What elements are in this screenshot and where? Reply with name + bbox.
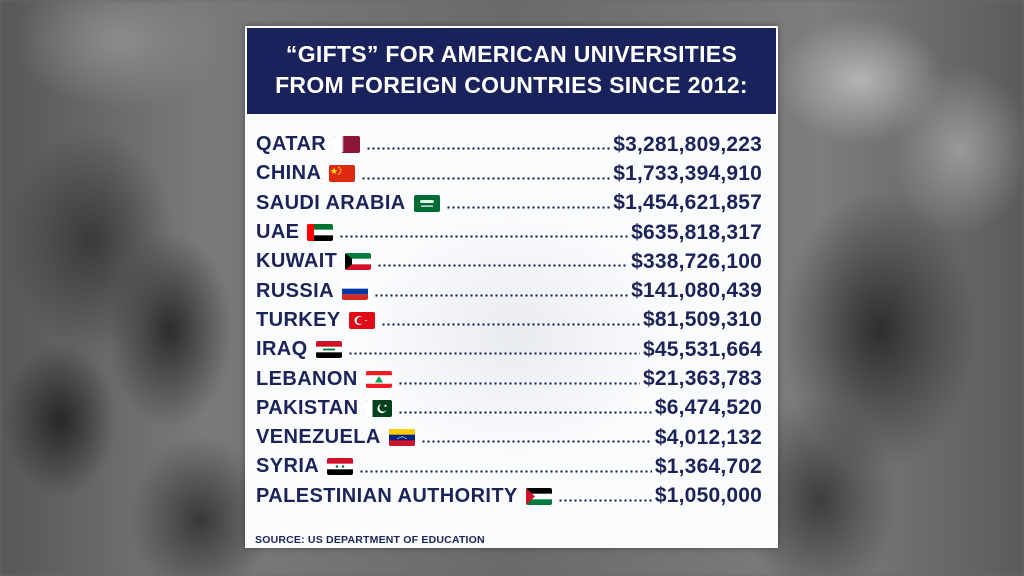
title-line-1: “GIFTS” FOR AMERICAN UNIVERSITIES: [285, 41, 738, 67]
country-name: RUSSIA: [256, 279, 334, 302]
gift-amount: $81,509,310: [643, 308, 762, 332]
gift-amount: $45,531,664: [643, 337, 762, 361]
dot-leader: [366, 147, 611, 151]
dot-leader: [339, 235, 629, 239]
table-row: UAE $635,818,317: [256, 218, 762, 247]
dot-leader: [359, 469, 652, 473]
country-name: CHINA: [256, 162, 322, 185]
gift-amount: $1,364,702: [654, 454, 762, 478]
dot-leader: [373, 293, 629, 297]
title-banner: “GIFTS” FOR AMERICAN UNIVERSITIES FROM F…: [247, 28, 776, 114]
table-row: QATAR $3,281,809,223: [256, 130, 762, 159]
dot-leader: [347, 352, 641, 356]
gift-amount: $338,726,100: [631, 249, 762, 273]
gift-amount: $4,012,132: [654, 425, 762, 449]
title-line-2: FROM FOREIGN COUNTRIES SINCE 2012:: [275, 72, 748, 98]
table-row: SYRIA $1,364,702: [256, 452, 762, 481]
qatar-flag-icon: [334, 136, 361, 154]
turkey-flag-icon: [348, 311, 375, 329]
country-name: SYRIA: [256, 455, 320, 478]
infographic-card: “GIFTS” FOR AMERICAN UNIVERSITIES FROM F…: [245, 26, 778, 548]
country-name: LEBANON: [256, 367, 358, 390]
country-name: SAUDI ARABIA: [256, 191, 406, 214]
table-row: RUSSIA $141,080,439: [256, 276, 762, 305]
country-name: TURKEY: [256, 308, 341, 331]
country-name: UAE: [256, 221, 300, 244]
table-row: LEBANON $21,363,783: [256, 364, 762, 393]
gifts-table: QATAR $3,281,809,223 CHINA $1,733,394,910 SA…: [256, 130, 762, 511]
dot-leader: [557, 498, 652, 502]
table-row: SAUDI ARABIA $1,454,621,857: [256, 189, 762, 218]
table-row: PAKISTAN $6,474,520: [256, 394, 762, 423]
china-flag-icon: [329, 165, 356, 183]
dot-leader: [398, 410, 652, 414]
table-row: KUWAIT $338,726,100: [256, 247, 762, 276]
syria-flag-icon: [327, 458, 354, 476]
pakistan-flag-icon: [366, 399, 393, 417]
gift-amount: $141,080,439: [631, 279, 762, 303]
table-row: TURKEY $81,509,310: [256, 306, 762, 335]
gift-amount: $1,050,000: [654, 484, 762, 508]
russia-flag-icon: [341, 282, 368, 300]
dot-leader: [380, 323, 641, 327]
kuwait-flag-icon: [345, 253, 372, 271]
country-name: PAKISTAN: [256, 396, 359, 419]
dot-leader: [445, 205, 611, 209]
table-row: IRAQ $45,531,664: [256, 335, 762, 364]
dot-leader: [420, 440, 652, 444]
dot-leader: [377, 264, 629, 268]
gift-amount: $635,818,317: [631, 220, 762, 244]
uae-flag-icon: [307, 224, 334, 242]
venezuela-flag-icon: [388, 429, 415, 447]
table-row: VENEZUELA $4,012,132: [256, 423, 762, 452]
country-name: QATAR: [256, 133, 327, 156]
dot-leader: [397, 381, 641, 385]
source-note: SOURCE: US DEPARTMENT OF EDUCATION: [255, 534, 485, 546]
iraq-flag-icon: [315, 341, 342, 359]
gift-amount: $3,281,809,223: [613, 132, 762, 156]
country-name: PALESTINIAN AUTHORITY: [256, 484, 518, 507]
gift-amount: $6,474,520: [654, 396, 762, 420]
table-row: CHINA $1,733,394,910: [256, 159, 762, 188]
lebanon-flag-icon: [365, 370, 392, 388]
gift-amount: $21,363,783: [643, 367, 762, 391]
saudi-arabia-flag-icon: [413, 194, 440, 212]
gift-amount: $1,733,394,910: [613, 161, 762, 185]
dot-leader: [361, 176, 611, 180]
gift-amount: $1,454,621,857: [613, 191, 762, 215]
country-name: KUWAIT: [256, 250, 338, 273]
palestine-flag-icon: [525, 487, 552, 505]
table-row: PALESTINIAN AUTHORITY $1,050,000: [256, 482, 762, 511]
country-name: IRAQ: [256, 338, 308, 361]
country-name: VENEZUELA: [256, 426, 381, 449]
